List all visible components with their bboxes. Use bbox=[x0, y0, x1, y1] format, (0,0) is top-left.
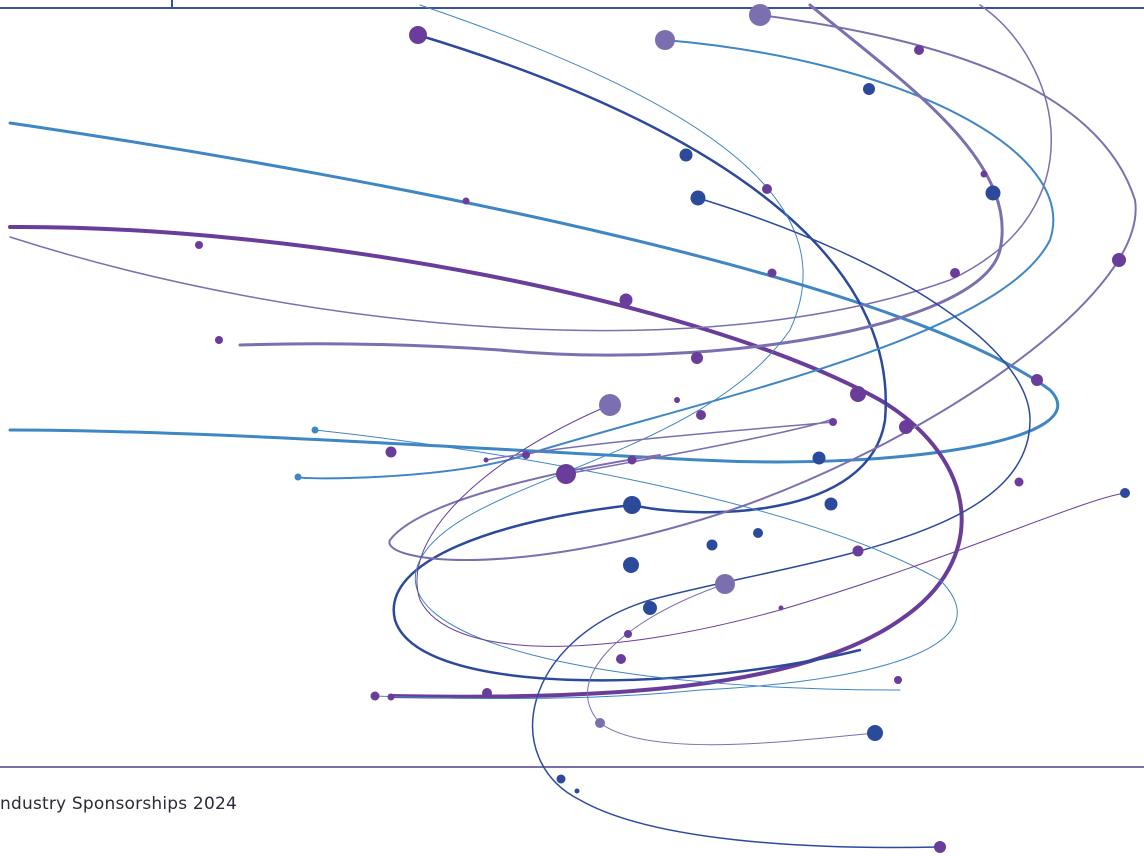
footer-title: ndustry Sponsorships 2024 bbox=[0, 794, 237, 814]
curves bbox=[8, 3, 1137, 849]
dots bbox=[195, 4, 1130, 853]
